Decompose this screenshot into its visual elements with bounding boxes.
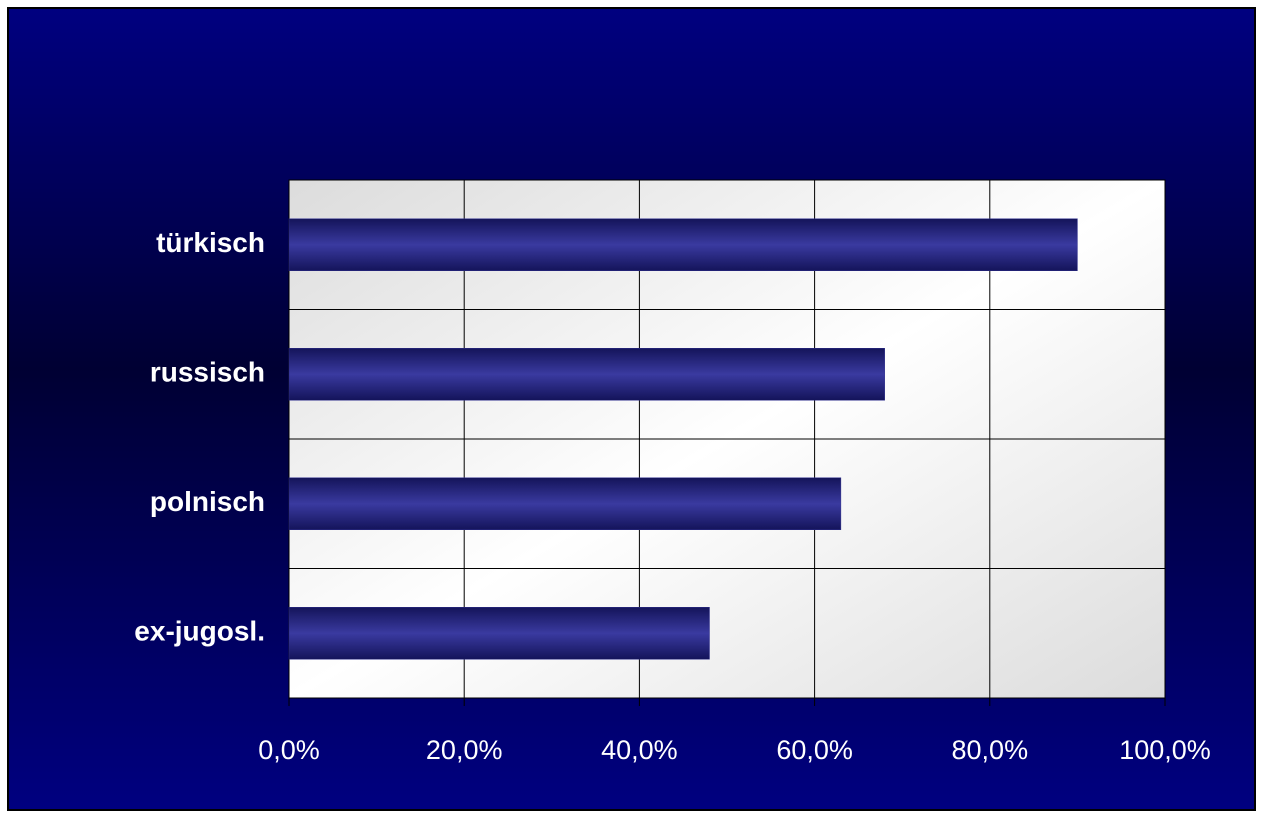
bar	[288, 477, 842, 530]
x-tick-label: 0,0%	[258, 735, 320, 765]
x-tick-label: 60,0%	[776, 735, 853, 765]
y-tick-label: polnisch	[150, 486, 265, 517]
y-tick-label: russisch	[150, 357, 265, 388]
x-tick-label: 40,0%	[601, 735, 678, 765]
x-tick-label: 20,0%	[426, 735, 503, 765]
plot-border	[288, 179, 1166, 699]
bar	[288, 218, 1078, 271]
bar	[288, 607, 710, 660]
y-tick-label: ex-jugosl.	[134, 616, 265, 647]
x-tick-label: 80,0%	[952, 735, 1029, 765]
y-tick-label: türkisch	[156, 227, 265, 258]
x-tick-label: 100,0%	[1119, 735, 1211, 765]
bar	[288, 348, 885, 401]
